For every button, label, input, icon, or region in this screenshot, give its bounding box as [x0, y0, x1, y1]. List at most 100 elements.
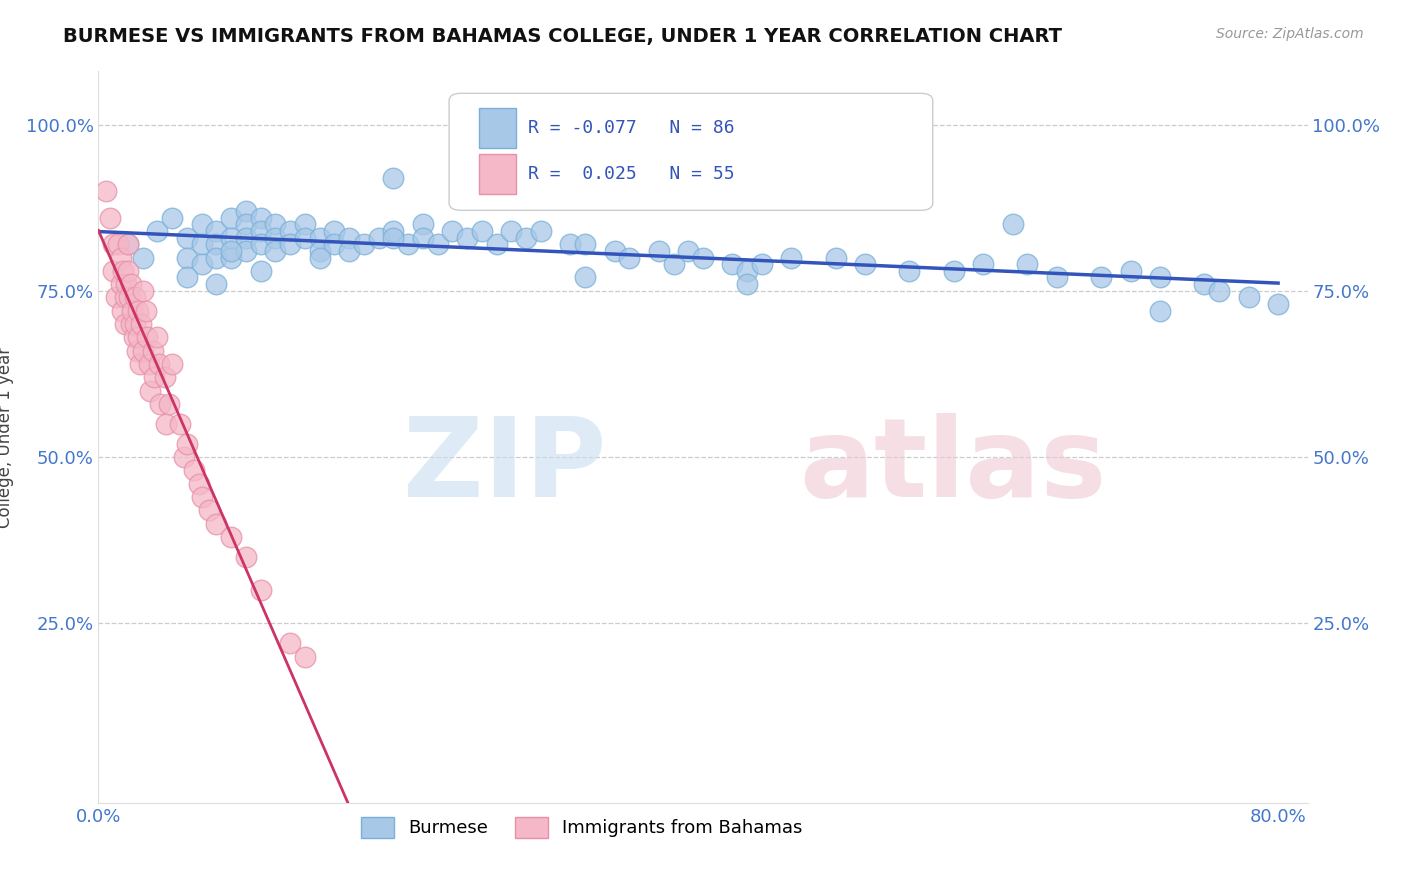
Point [485, 237, 508, 252]
Point [131, 343, 153, 358]
Point [111, 303, 134, 318]
Point [530, 224, 553, 238]
Point [129, 317, 152, 331]
Point [412, 217, 434, 231]
Point [603, 244, 626, 258]
Point [205, 277, 228, 292]
Point [146, 224, 169, 238]
Point [294, 649, 316, 664]
Point [662, 257, 685, 271]
Point [114, 317, 136, 331]
Point [721, 257, 744, 271]
Point [1119, 264, 1142, 278]
Text: ZIP: ZIP [404, 413, 606, 520]
Point [1237, 290, 1260, 304]
Point [1001, 217, 1024, 231]
Point [735, 277, 758, 292]
Point [308, 251, 330, 265]
Point [157, 397, 180, 411]
Point [114, 290, 136, 304]
Point [574, 270, 596, 285]
Point [560, 237, 582, 252]
Point [235, 204, 257, 219]
Point [139, 384, 162, 398]
Point [117, 264, 139, 278]
Point [278, 636, 301, 650]
Point [142, 343, 165, 358]
Point [396, 237, 419, 252]
Point [219, 530, 242, 544]
Point [205, 237, 228, 252]
Point [264, 217, 287, 231]
Point [127, 303, 149, 318]
Bar [479, 108, 516, 148]
Point [118, 290, 141, 304]
Point [98, 211, 121, 225]
Point [278, 224, 301, 238]
Point [648, 244, 671, 258]
Point [143, 370, 166, 384]
Point [824, 251, 846, 265]
Text: BURMESE VS IMMIGRANTS FROM BAHAMAS COLLEGE, UNDER 1 YEAR CORRELATION CHART: BURMESE VS IMMIGRANTS FROM BAHAMAS COLLE… [63, 27, 1063, 45]
Point [131, 284, 153, 298]
Point [1194, 277, 1216, 292]
Point [183, 463, 205, 477]
Point [124, 290, 146, 304]
Point [101, 264, 124, 278]
Point [176, 251, 198, 265]
Point [249, 224, 271, 238]
Text: Source: ZipAtlas.com: Source: ZipAtlas.com [1216, 27, 1364, 41]
Point [735, 264, 758, 278]
Point [117, 237, 139, 252]
Point [751, 257, 773, 271]
Point [1090, 270, 1112, 285]
Point [308, 244, 330, 258]
Point [249, 582, 271, 597]
Point [128, 357, 150, 371]
Point [367, 230, 389, 244]
Point [853, 257, 876, 271]
Point [131, 251, 153, 265]
Point [127, 330, 149, 344]
Text: atlas: atlas [800, 413, 1107, 520]
Point [190, 257, 212, 271]
Point [780, 251, 803, 265]
FancyBboxPatch shape [449, 94, 932, 211]
Point [176, 436, 198, 450]
Point [205, 224, 228, 238]
Point [120, 317, 142, 331]
Point [110, 277, 132, 292]
Point [1046, 270, 1069, 285]
Point [107, 237, 129, 252]
Point [574, 237, 596, 252]
Point [160, 211, 183, 225]
Point [426, 237, 449, 252]
Y-axis label: College, Under 1 year: College, Under 1 year [0, 346, 14, 528]
Point [412, 230, 434, 244]
Point [125, 343, 148, 358]
Point [235, 244, 257, 258]
Text: R = -0.077   N = 86: R = -0.077 N = 86 [527, 119, 734, 136]
Point [249, 264, 271, 278]
Point [353, 237, 375, 252]
Point [972, 257, 994, 271]
Point [235, 217, 257, 231]
Point [382, 230, 405, 244]
Point [264, 244, 287, 258]
Point [173, 450, 195, 464]
Point [136, 330, 159, 344]
Point [149, 397, 172, 411]
Point [190, 217, 212, 231]
Point [278, 237, 301, 252]
Point [294, 230, 316, 244]
Point [1208, 284, 1230, 298]
Point [117, 237, 139, 252]
Point [101, 237, 124, 252]
Point [619, 251, 641, 265]
Point [153, 370, 176, 384]
Point [138, 357, 160, 371]
Point [169, 417, 191, 431]
Point [176, 270, 198, 285]
Point [323, 224, 346, 238]
Point [135, 303, 157, 318]
